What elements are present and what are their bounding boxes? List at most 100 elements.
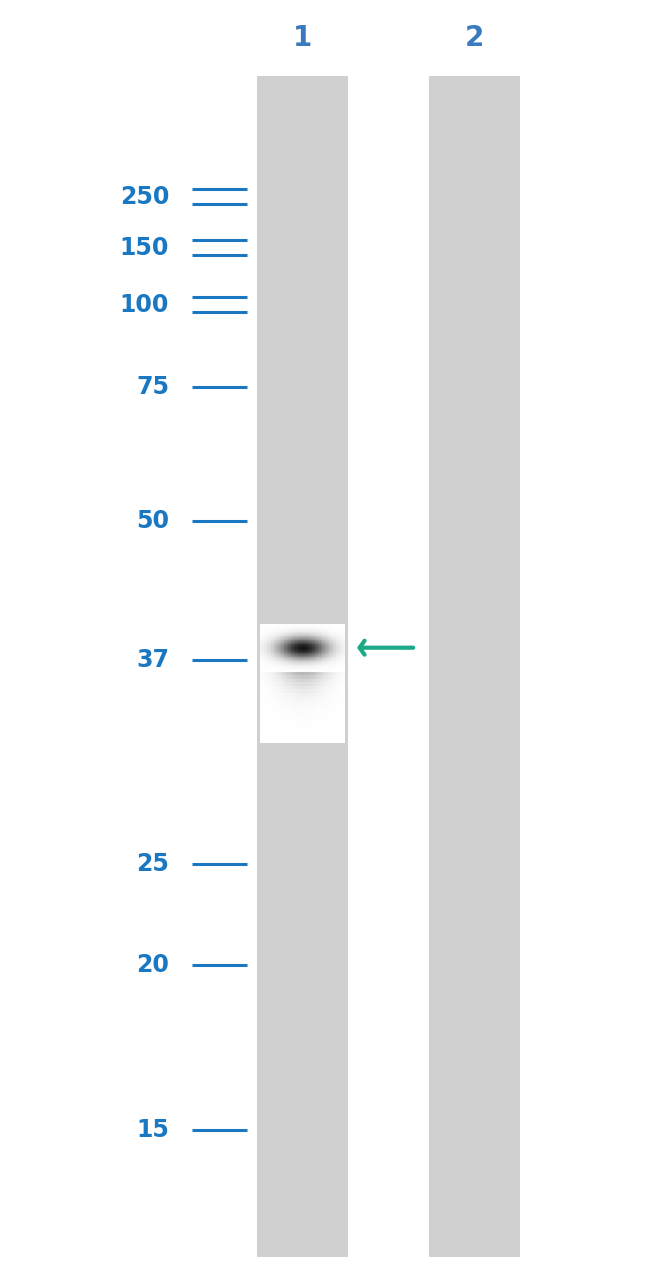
Bar: [262, 686, 265, 691]
Bar: [307, 624, 309, 625]
Bar: [294, 641, 296, 643]
Bar: [335, 653, 337, 655]
Bar: [317, 644, 318, 646]
Bar: [260, 686, 263, 691]
Bar: [285, 629, 287, 630]
Bar: [320, 643, 322, 644]
Bar: [324, 662, 326, 664]
Bar: [343, 643, 345, 644]
Bar: [335, 671, 337, 673]
Bar: [291, 660, 293, 662]
Bar: [339, 667, 341, 668]
Bar: [266, 655, 268, 657]
Bar: [296, 714, 299, 719]
Bar: [287, 686, 290, 691]
Bar: [264, 643, 266, 644]
Bar: [260, 658, 262, 659]
Bar: [343, 653, 345, 654]
Bar: [270, 638, 272, 640]
Bar: [277, 626, 279, 627]
Bar: [287, 630, 289, 631]
Bar: [281, 644, 283, 645]
Bar: [273, 659, 275, 660]
Bar: [343, 664, 345, 665]
Bar: [283, 672, 286, 677]
Bar: [288, 626, 290, 627]
Bar: [336, 639, 338, 640]
Bar: [336, 667, 338, 668]
Bar: [260, 640, 262, 641]
Bar: [277, 655, 279, 657]
Bar: [278, 646, 280, 648]
Bar: [260, 646, 262, 648]
Bar: [307, 658, 309, 659]
Bar: [261, 638, 263, 640]
Bar: [333, 669, 335, 671]
Bar: [342, 641, 344, 643]
Bar: [336, 686, 339, 691]
Bar: [333, 665, 335, 667]
Bar: [266, 636, 268, 638]
Bar: [317, 660, 318, 662]
Bar: [311, 662, 313, 664]
Bar: [317, 643, 318, 644]
Bar: [281, 662, 283, 663]
Bar: [281, 659, 283, 660]
Bar: [330, 724, 332, 729]
Bar: [324, 627, 326, 629]
Bar: [267, 649, 269, 650]
Bar: [276, 644, 278, 646]
Bar: [322, 626, 324, 627]
Bar: [290, 657, 292, 658]
Bar: [319, 641, 321, 643]
Bar: [343, 667, 345, 668]
Bar: [342, 655, 344, 657]
Bar: [342, 639, 344, 640]
Bar: [307, 639, 309, 640]
Bar: [311, 655, 313, 657]
Bar: [341, 660, 343, 662]
Bar: [262, 696, 265, 701]
Bar: [296, 655, 299, 657]
Bar: [324, 682, 326, 687]
Bar: [278, 667, 280, 668]
Bar: [296, 658, 299, 659]
Bar: [320, 658, 322, 659]
Bar: [281, 640, 283, 641]
Bar: [288, 638, 290, 639]
Bar: [277, 655, 279, 657]
Bar: [307, 664, 309, 665]
Bar: [315, 654, 317, 655]
Bar: [341, 643, 343, 644]
Bar: [324, 653, 326, 654]
Bar: [294, 732, 296, 737]
Bar: [319, 644, 321, 646]
Bar: [320, 646, 322, 648]
Bar: [320, 671, 322, 673]
Bar: [311, 660, 313, 662]
Bar: [324, 659, 326, 660]
Bar: [276, 646, 278, 648]
Bar: [264, 682, 267, 687]
Bar: [315, 667, 317, 668]
Bar: [285, 696, 288, 701]
Bar: [328, 658, 330, 659]
Bar: [296, 718, 299, 723]
Bar: [285, 625, 287, 626]
Bar: [290, 653, 292, 654]
Bar: [263, 662, 265, 664]
Bar: [268, 636, 270, 638]
Bar: [292, 728, 294, 733]
Bar: [336, 631, 338, 632]
Bar: [326, 714, 328, 719]
Bar: [288, 644, 290, 645]
Bar: [320, 654, 322, 655]
Bar: [318, 631, 320, 632]
Bar: [260, 662, 262, 663]
Bar: [308, 635, 310, 636]
Bar: [262, 678, 265, 683]
Bar: [271, 643, 273, 644]
Bar: [332, 655, 334, 657]
Bar: [278, 644, 280, 645]
Bar: [342, 644, 344, 645]
